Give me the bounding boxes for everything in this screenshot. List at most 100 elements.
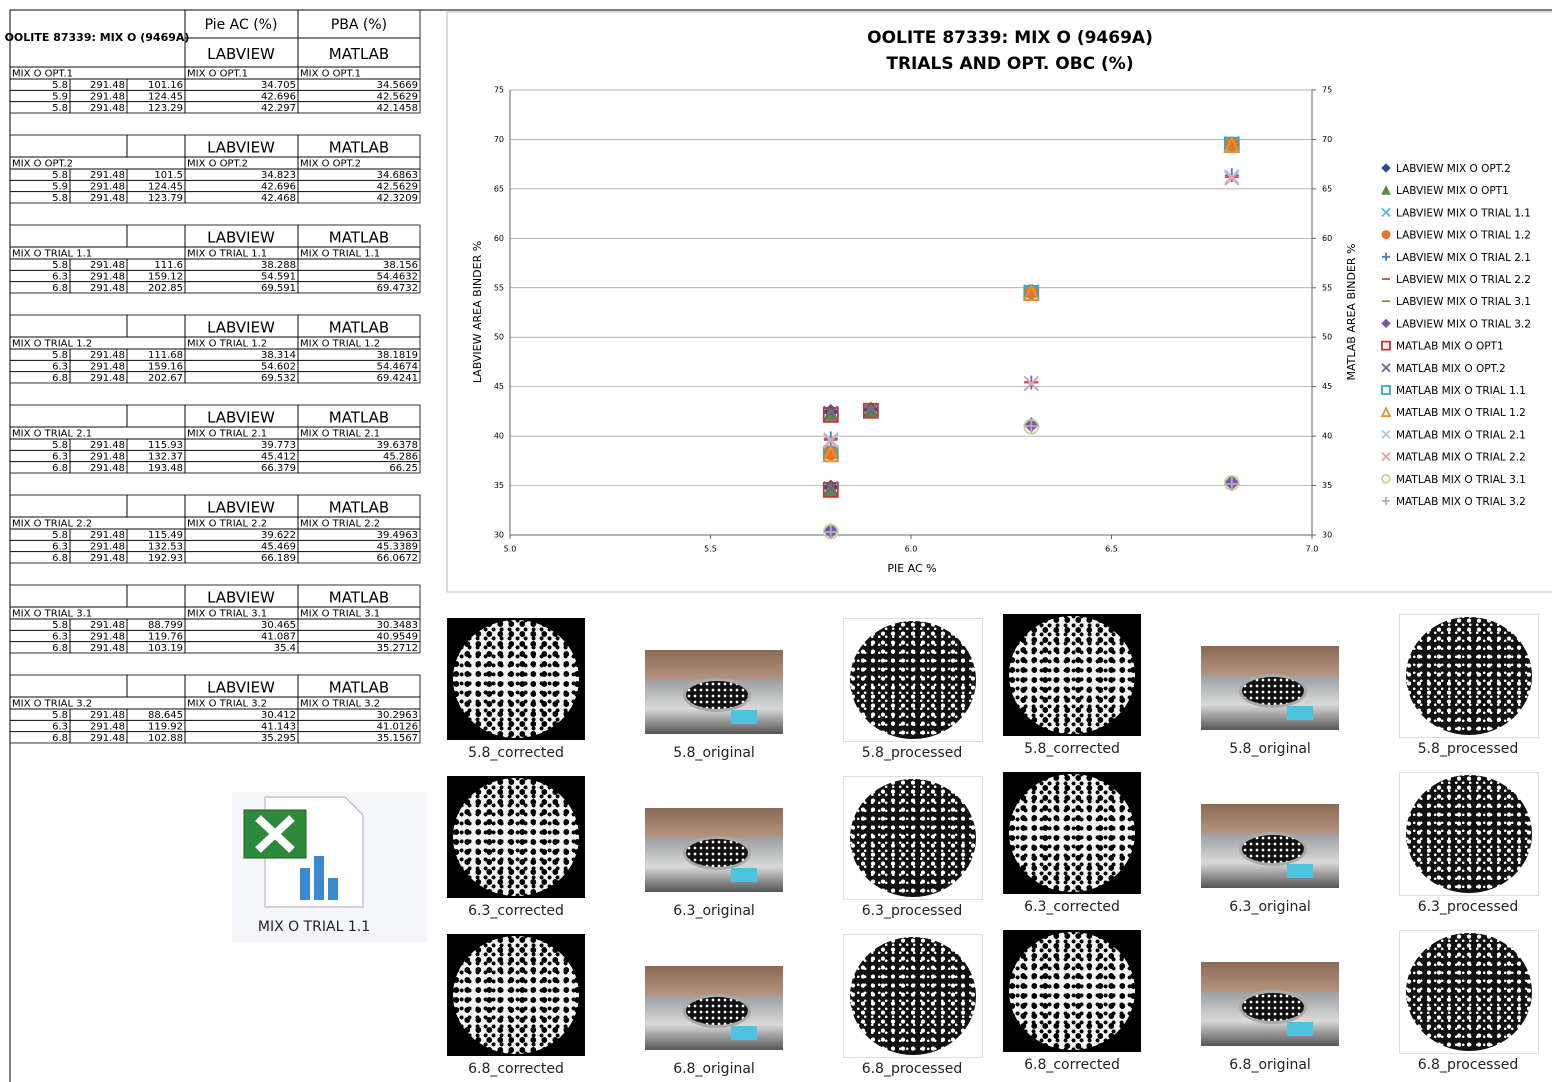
- legend-label: MATLAB MIX O TRIAL 1.1: [1396, 385, 1526, 397]
- legend-label: LABVIEW MIX O TRIAL 1.1: [1396, 207, 1531, 219]
- y-tick-label: 60: [494, 234, 504, 243]
- table-value: 39.622: [261, 530, 296, 541]
- legend-marker: [1381, 163, 1391, 173]
- x-tick-label: 6.5: [1105, 545, 1118, 554]
- table-value: 38.288: [261, 260, 296, 271]
- table-value: 115.49: [148, 530, 183, 541]
- icon-bar: [300, 868, 310, 900]
- thumbnail-image: [645, 966, 783, 1050]
- point: [823, 433, 839, 449]
- group-name: MIX O OPT.1: [187, 69, 248, 80]
- legend-label: LABVIEW MIX O TRIAL 3.2: [1396, 318, 1531, 330]
- legend-label: MATLAB MIX O OPT.2: [1396, 363, 1506, 375]
- table-value: 39.4963: [377, 530, 418, 541]
- y2-tick-label: 45: [1322, 382, 1332, 391]
- file-icon[interactable]: MIX O TRIAL 1.1: [232, 792, 427, 942]
- y-tick-label: 40: [494, 432, 504, 441]
- table-value: 202.85: [148, 283, 183, 294]
- point: [1224, 168, 1239, 183]
- thumbnail-image: [843, 618, 983, 742]
- legend-marker: [1381, 185, 1391, 195]
- group-name: MIX O OPT.1: [300, 69, 361, 80]
- legend-label: LABVIEW MIX O TRIAL 2.2: [1396, 274, 1531, 286]
- legend-marker: [1381, 230, 1391, 240]
- group-name: MIX O TRIAL 2.1: [187, 429, 267, 440]
- thumbnail-image: [447, 934, 585, 1056]
- icon-bar: [314, 856, 324, 900]
- table-value: 45.469: [261, 542, 296, 553]
- table-cell: [9, 494, 128, 518]
- matlab-header: MATLAB: [329, 679, 389, 697]
- thumbnail-caption: 5.8_original: [673, 745, 755, 761]
- table-cell: [297, 731, 421, 744]
- table-value: 5.8: [52, 530, 68, 541]
- x-tick-label: 5.5: [704, 545, 717, 554]
- table-value: 291.48: [90, 733, 125, 744]
- table-value: 291.48: [90, 632, 125, 643]
- thumbnail-caption: 5.8_corrected: [468, 745, 564, 761]
- table-value: 5.8: [52, 103, 68, 114]
- y-tick-label: 55: [494, 283, 504, 292]
- point: [823, 525, 838, 540]
- group-name: MIX O TRIAL 2.2: [187, 519, 267, 530]
- table-value: 291.48: [90, 373, 125, 384]
- table-cell: [297, 191, 421, 204]
- table-value: 119.76: [148, 632, 183, 643]
- table-value: 202.67: [148, 373, 183, 384]
- table-value: 66.189: [261, 553, 296, 564]
- thumbnail-caption: 6.3_original: [673, 903, 755, 919]
- table-value: 6.8: [52, 733, 68, 744]
- legend-label: LABVIEW MIX O TRIAL 3.1: [1396, 296, 1531, 308]
- table-value: 39.773: [261, 440, 296, 451]
- table-cell: [297, 101, 421, 114]
- table-value: 54.4674: [377, 362, 418, 373]
- table-value: 6.8: [52, 553, 68, 564]
- table-value: 34.6863: [377, 170, 418, 181]
- table-value: 66.0672: [377, 553, 418, 564]
- table-value: 5.8: [52, 350, 68, 361]
- file-label[interactable]: MIX O TRIAL 1.1: [258, 919, 370, 935]
- thumbnail-caption: 5.8_processed: [1417, 741, 1519, 757]
- thumbnail-caption: 6.8_corrected: [1024, 1057, 1120, 1073]
- group-name: MIX O TRIAL 3.2: [12, 699, 92, 710]
- table-value: 291.48: [90, 553, 125, 564]
- table-value: 45.412: [261, 452, 296, 463]
- table-value: 39.6378: [377, 440, 418, 451]
- y-tick-label: 30: [494, 531, 504, 540]
- table-value: 5.8: [52, 710, 68, 721]
- table-cell: [9, 584, 128, 608]
- table-value: 6.3: [52, 362, 68, 373]
- thumbnail-caption: 6.8_processed: [1417, 1057, 1519, 1073]
- table-value: 5.8: [52, 193, 68, 204]
- table-value: 41.0126: [377, 722, 418, 733]
- matlab-header: MATLAB: [329, 229, 389, 247]
- table-value: 54.591: [261, 272, 296, 283]
- table-value: 6.3: [52, 452, 68, 463]
- table-title: OOLITE 87339: MIX O (9469A): [5, 31, 190, 44]
- table-value: 291.48: [90, 440, 125, 451]
- table-value: 115.93: [148, 440, 183, 451]
- labview-header: LABVIEW: [207, 589, 275, 607]
- point: [1224, 477, 1239, 492]
- table-value: 159.16: [148, 362, 183, 373]
- group-name: MIX O OPT.2: [300, 159, 361, 170]
- table-value: 291.48: [90, 193, 125, 204]
- table-value: 5.9: [52, 182, 68, 193]
- group-name: MIX O TRIAL 2.1: [300, 429, 380, 440]
- table-value: 6.8: [52, 373, 68, 384]
- matlab-header: MATLAB: [329, 319, 389, 337]
- matlab-header: MATLAB: [329, 589, 389, 607]
- thumbnail-image: [645, 650, 783, 734]
- table-value: 132.53: [148, 542, 183, 553]
- table-value: 291.48: [90, 463, 125, 474]
- table-value: 30.3483: [377, 620, 418, 631]
- table-value: 291.48: [90, 620, 125, 631]
- column-header: Pie AC (%): [205, 17, 278, 33]
- table-value: 111.6: [154, 260, 183, 271]
- group-name: MIX O TRIAL 2.2: [300, 519, 380, 530]
- legend-label: MATLAB MIX O TRIAL 2.1: [1396, 429, 1526, 441]
- y-tick-label: 50: [494, 333, 504, 342]
- legend-marker: [1382, 252, 1390, 261]
- point: [1024, 419, 1039, 434]
- table-cell: [297, 281, 421, 294]
